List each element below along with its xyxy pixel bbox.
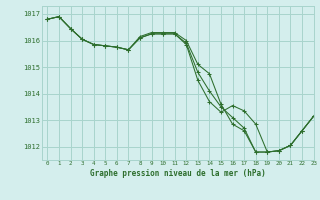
X-axis label: Graphe pression niveau de la mer (hPa): Graphe pression niveau de la mer (hPa) — [90, 169, 266, 178]
